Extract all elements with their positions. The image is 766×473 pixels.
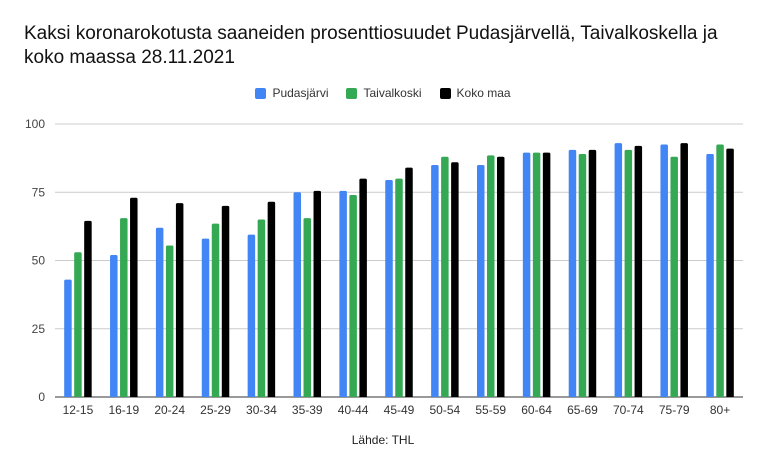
bar: [634, 145, 643, 397]
x-tick-label: 80+: [710, 403, 730, 417]
x-axis-label: Lähde: THL: [351, 433, 415, 447]
legend-swatch: [439, 87, 451, 99]
x-tick-label: 30-34: [246, 403, 277, 417]
x-tick-label: 75-79: [659, 403, 690, 417]
bar: [624, 149, 633, 397]
x-tick-label: 20-24: [154, 403, 185, 417]
y-tick-label: 0: [38, 390, 45, 404]
y-tick-label: 50: [32, 254, 46, 268]
bar: [431, 164, 439, 397]
bar: [155, 227, 164, 397]
bar: [405, 167, 413, 397]
bar: [359, 178, 367, 397]
bar: [486, 155, 495, 397]
chart-legend: Pudasjärvi Taivalkoski Koko maa: [0, 86, 766, 100]
bar: [110, 255, 118, 397]
x-tick-label: 25-29: [200, 403, 231, 417]
bar: [542, 152, 551, 397]
bar: [588, 149, 597, 397]
chart-title: Kaksi koronarokotusta saaneiden prosentt…: [24, 23, 718, 68]
y-tick-label: 25: [32, 322, 46, 336]
bar: [293, 192, 302, 397]
bar: [339, 190, 347, 397]
bar: [522, 152, 531, 397]
bar: [395, 178, 403, 397]
legend-label: Pudasjärvi: [272, 86, 329, 100]
bar: [221, 205, 230, 397]
bar: [385, 179, 393, 397]
bar: [175, 203, 184, 397]
bar: [84, 220, 92, 397]
x-tick-label: 35-39: [292, 403, 323, 417]
bar: [578, 154, 587, 397]
bar: [532, 152, 541, 397]
bar: [313, 190, 322, 397]
bar: [201, 238, 210, 397]
x-tick-label: 50-54: [430, 403, 461, 417]
x-tick-label: 65-69: [567, 403, 598, 417]
bar: [660, 144, 668, 397]
bar: [74, 252, 82, 397]
y-tick-label: 100: [25, 117, 45, 131]
bar: [716, 144, 724, 397]
x-tick-label: 40-44: [338, 403, 369, 417]
x-tick-label: 12-15: [63, 403, 94, 417]
legend-label: Taivalkoski: [363, 86, 422, 100]
bar: [211, 223, 220, 397]
bar: [130, 197, 138, 397]
x-tick-label: 55-59: [475, 403, 506, 417]
bar: [257, 219, 266, 397]
x-tick-label: 16-19: [108, 403, 139, 417]
bar: [706, 154, 714, 397]
bar: [476, 164, 485, 397]
bar: [303, 218, 312, 397]
bar: [680, 143, 688, 397]
bar: [496, 156, 505, 397]
legend-item: Taivalkoski: [346, 86, 422, 100]
x-tick-label: 60-64: [521, 403, 552, 417]
legend-item: Koko maa: [439, 86, 511, 100]
x-tick-label: 70-74: [613, 403, 644, 417]
legend-swatch: [255, 87, 267, 99]
bar: [441, 156, 449, 397]
bar: [614, 143, 623, 397]
legend-item: Pudasjärvi: [255, 86, 328, 100]
bar: [247, 234, 256, 397]
bar: [451, 162, 459, 397]
legend-swatch: [346, 87, 358, 99]
bar: [267, 201, 276, 397]
bar: [726, 148, 734, 397]
bar: [120, 218, 128, 397]
x-tick-label: 45-49: [384, 403, 415, 417]
bar: [568, 149, 577, 397]
bar: [349, 194, 357, 397]
bar: [64, 279, 72, 397]
y-tick-label: 75: [32, 185, 46, 199]
legend-label: Koko maa: [456, 86, 511, 100]
bar: [670, 156, 678, 397]
bar: [165, 245, 174, 397]
